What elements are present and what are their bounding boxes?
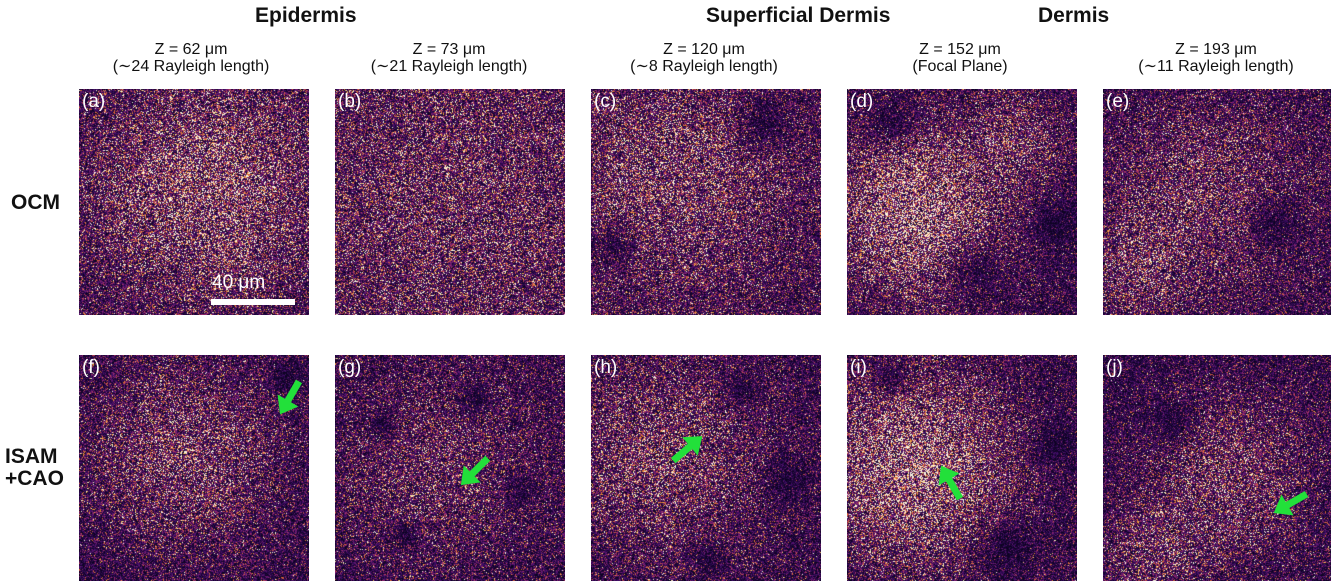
panel-label: (b) [338, 91, 362, 112]
column-rayleigh: (∼8 Rayleigh length) [630, 58, 778, 75]
panel-label: (h) [594, 357, 618, 378]
group-epidermis: Epidermis [255, 4, 357, 27]
green-arrow-icon [670, 436, 703, 464]
image-panel-f: (f) [79, 355, 309, 581]
column-header-4: Z = 152 μm (Focal Plane) [840, 41, 1080, 75]
column-header-1: Z = 62 μm (∼24 Rayleigh length) [71, 41, 311, 75]
image-panel-h: (h) [591, 355, 821, 581]
speckle-image [847, 355, 1077, 581]
column-rayleigh: (∼11 Rayleigh length) [1138, 58, 1294, 75]
green-arrow-icon [460, 455, 491, 486]
panel-label: (i) [850, 357, 867, 378]
panel-label: (j) [1106, 357, 1123, 378]
speckle-image [591, 355, 821, 581]
group-dermis: Dermis [1038, 4, 1110, 27]
panel-label: (e) [1106, 91, 1130, 112]
panel-label: (d) [850, 91, 874, 112]
speckle-image [1103, 89, 1331, 315]
column-depth: Z = 120 μm [663, 41, 745, 58]
row-label-ocm: OCM [11, 191, 60, 214]
column-header-5: Z = 193 μm (∼11 Rayleigh length) [1096, 41, 1331, 75]
column-depth: Z = 152 μm [919, 41, 1001, 58]
panel-label: (g) [338, 357, 362, 378]
speckle-image [335, 89, 565, 315]
image-panel-b: (b) [335, 89, 565, 315]
speckle-image [335, 355, 565, 581]
column-header-3: Z = 120 μm (∼8 Rayleigh length) [584, 41, 824, 75]
green-arrow-icon [938, 465, 964, 501]
column-depth: Z = 73 μm [412, 41, 486, 58]
panel-label: (c) [594, 91, 617, 112]
image-panel-g: (g) [335, 355, 565, 581]
scale-bar-label: 40 μm [212, 272, 266, 293]
column-header-2: Z = 73 μm (∼21 Rayleigh length) [329, 41, 569, 75]
image-panel-i: (i) [847, 355, 1077, 581]
column-depth: Z = 62 μm [154, 41, 228, 58]
speckle-image [591, 89, 821, 315]
row-label-isam-line2: +CAO [5, 467, 64, 490]
row-label-isam: ISAM +CAO [5, 446, 64, 490]
image-panel-a: (a) 40 μm [79, 89, 309, 315]
panel-label: (a) [82, 91, 106, 112]
column-rayleigh: (∼21 Rayleigh length) [370, 58, 528, 75]
green-arrow-icon [277, 379, 303, 415]
speckle-image [847, 89, 1077, 315]
speckle-image [1103, 355, 1331, 581]
row-label-isam-line1: ISAM [5, 445, 58, 468]
image-panel-c: (c) [591, 89, 821, 315]
column-rayleigh: (Focal Plane) [912, 58, 1008, 75]
image-panel-e: (e) [1103, 89, 1331, 315]
speckle-image [79, 89, 309, 315]
green-arrow-icon [1273, 490, 1309, 516]
image-panel-d: (d) [847, 89, 1077, 315]
panel-label: (f) [82, 357, 100, 378]
column-rayleigh: (∼24 Rayleigh length) [112, 58, 270, 75]
column-depth: Z = 193 μm [1175, 41, 1257, 58]
group-superficial-dermis: Superficial Dermis [706, 4, 891, 27]
scale-bar [211, 299, 295, 305]
image-panel-j: (j) [1103, 355, 1331, 581]
speckle-image [79, 355, 309, 581]
